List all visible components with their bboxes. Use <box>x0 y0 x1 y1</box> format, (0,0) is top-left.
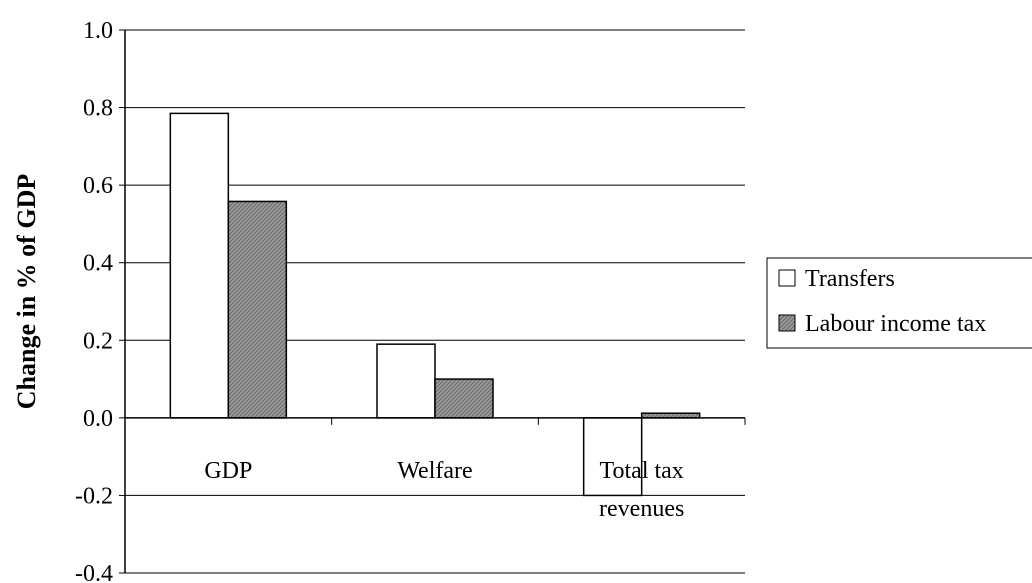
legend-swatch <box>778 314 796 332</box>
bar-labour-income-tax <box>434 378 494 419</box>
bar-transfers <box>376 343 436 419</box>
y-tick-label: 1.0 <box>83 18 113 44</box>
y-axis-title: Change in % of GDP <box>12 174 41 410</box>
bar-transfers <box>582 417 643 497</box>
y-tick-label: 0.0 <box>83 406 113 432</box>
category-label: revenues <box>599 496 684 522</box>
legend-label: Labour income tax <box>805 311 986 337</box>
y-tick-label: 0.8 <box>83 96 113 122</box>
y-tick-label: 0.2 <box>83 328 113 354</box>
legend-swatch <box>778 269 796 287</box>
category-label: Total tax <box>600 458 684 484</box>
y-tick-label: 0.4 <box>83 251 113 277</box>
legend: Transfers Labour income tax <box>766 257 1032 349</box>
tick-labels: 1.0 0.8 0.6 0.4 0.2 0.0 -0.2 -0.4 GDP Welfare Tota… <box>75 18 684 583</box>
axes <box>119 29 746 574</box>
bar-labour-income-tax <box>227 200 288 419</box>
bars <box>169 112 701 497</box>
y-tick-label: 0.6 <box>83 173 113 199</box>
bar-transfers <box>169 112 230 419</box>
legend-label: Transfers <box>805 266 895 292</box>
category-label: GDP <box>204 458 252 484</box>
legend-box <box>766 257 1032 349</box>
y-tick-label: -0.4 <box>75 561 113 583</box>
y-tick-label: -0.2 <box>75 483 113 509</box>
category-label: Welfare <box>397 458 472 484</box>
